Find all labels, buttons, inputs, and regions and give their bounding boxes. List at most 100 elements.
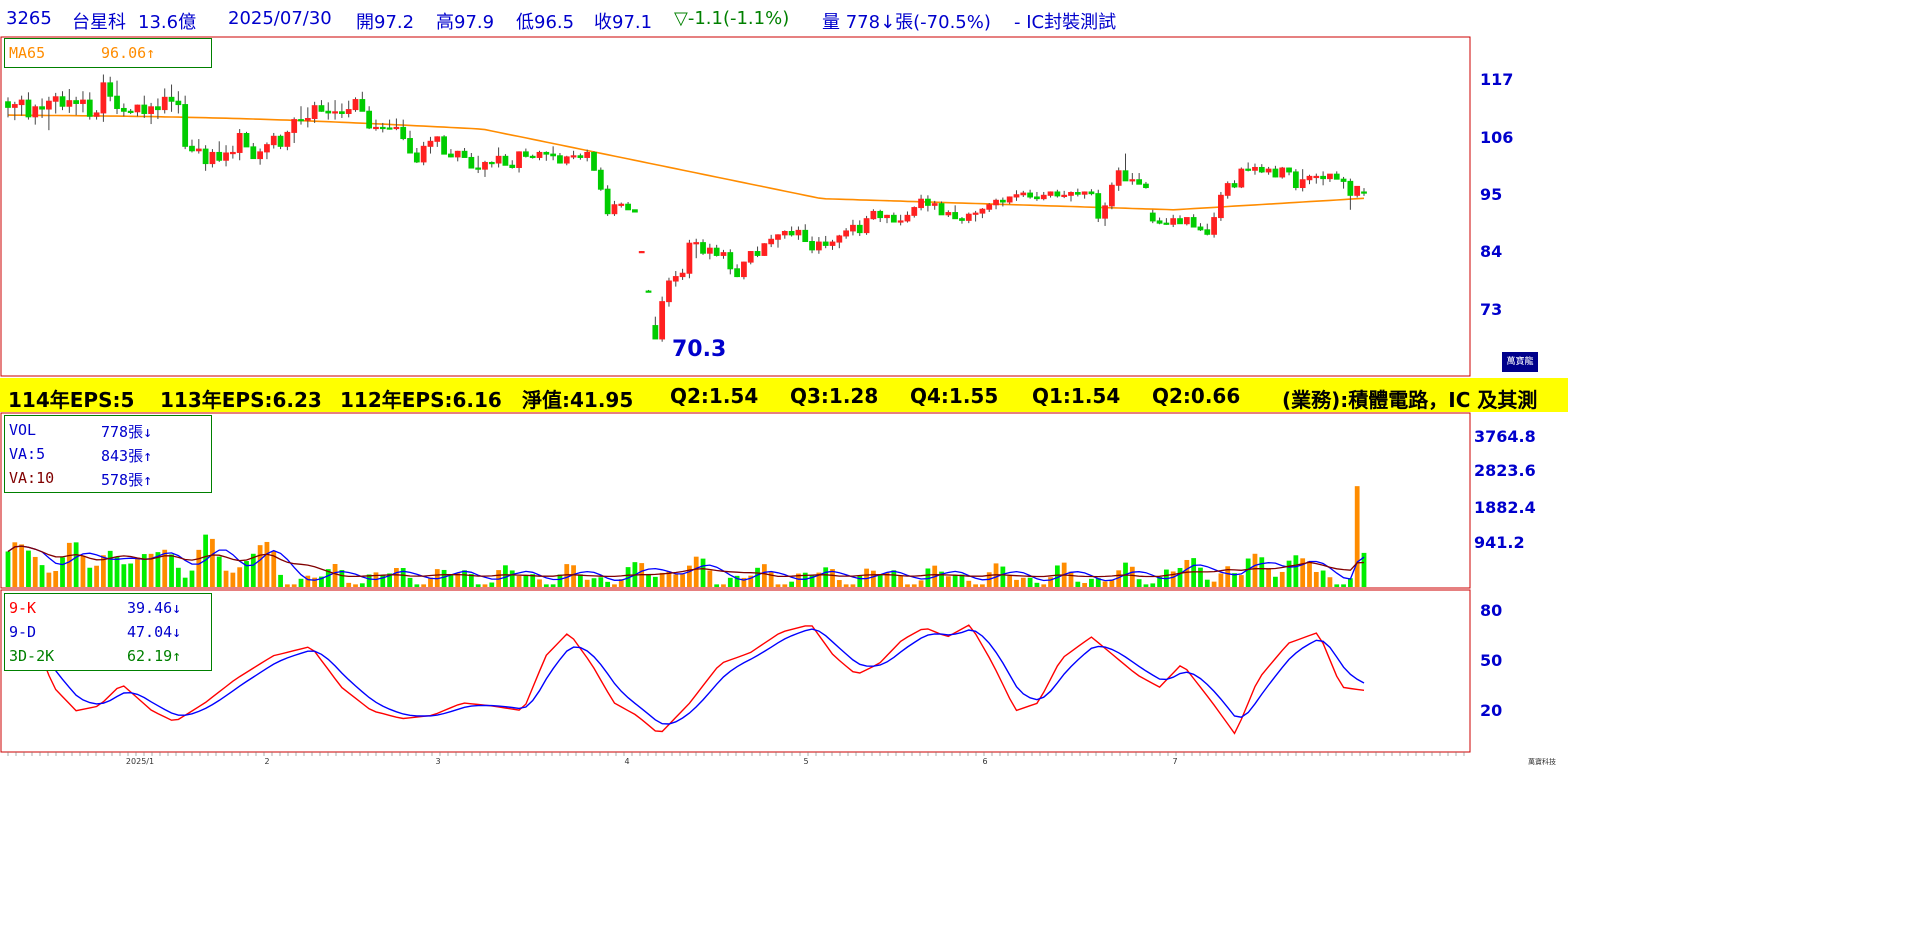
candle-body	[420, 145, 427, 163]
vol-tick-1882: 1882.4	[1474, 498, 1536, 517]
volume-bar	[1068, 571, 1074, 587]
candle-body	[475, 167, 482, 170]
candle-body	[1272, 168, 1279, 178]
volume-bar	[60, 557, 65, 587]
volume-bar	[509, 570, 515, 587]
volume-bar	[741, 577, 747, 587]
volume-bar	[482, 584, 488, 587]
volume-bar	[945, 576, 951, 587]
candle-body	[597, 169, 604, 190]
volume-bar	[591, 578, 597, 587]
candle-body	[986, 204, 993, 210]
candle-body	[1238, 168, 1245, 188]
candle-body	[945, 212, 952, 216]
volume-bar	[959, 574, 965, 587]
volume-bar	[346, 582, 352, 587]
volume-bar	[1054, 565, 1060, 587]
chart-stage: 3265 台星科 13.6億 2025/07/30 開97.2 高97.9 低9…	[0, 0, 1568, 766]
volume-bar	[1273, 576, 1278, 587]
volume-bar	[700, 558, 706, 587]
candle-body	[318, 105, 325, 112]
candle-body	[1115, 170, 1122, 186]
candle-body	[734, 268, 740, 278]
month-tick-label: 2	[264, 757, 269, 766]
candle-body	[1320, 175, 1327, 180]
volume-bar	[441, 569, 447, 587]
volume-bar	[537, 579, 542, 587]
volume-bar	[564, 564, 570, 587]
volume-bar	[148, 553, 154, 587]
header-bar: 3265 台星科 13.6億 2025/07/30 開97.2 高97.9 低9…	[0, 0, 1568, 36]
footer-credit: 萬寶科技	[1528, 758, 1556, 766]
month-tick-label: 2025/1	[126, 757, 154, 766]
volume-bar	[46, 572, 52, 587]
candle-body	[1149, 212, 1156, 222]
candle-body	[1108, 184, 1115, 207]
candle-body	[904, 214, 911, 222]
low-price: 低96.5	[516, 12, 575, 33]
volume-bar	[1048, 577, 1053, 587]
va5-line	[7, 545, 1365, 582]
candle-body	[1102, 205, 1108, 219]
candle-body	[1252, 166, 1258, 171]
candle-body	[80, 99, 86, 104]
volume-bar	[1129, 566, 1135, 587]
candle-body	[632, 209, 638, 213]
candle-body	[59, 96, 66, 107]
month-tick-label: 7	[1172, 757, 1177, 766]
candle-body	[461, 150, 468, 158]
volume-bar	[489, 582, 495, 587]
volume-bar	[394, 568, 399, 587]
candle-body	[223, 152, 229, 161]
candle-body	[543, 151, 550, 155]
candle-body	[1163, 222, 1170, 225]
candle-body	[325, 110, 332, 114]
volume-bar	[775, 584, 781, 587]
volume-bar	[646, 573, 651, 587]
volume-bar	[1279, 571, 1285, 587]
candle-body	[352, 99, 359, 111]
volume-bar	[257, 545, 263, 587]
volume-bar	[414, 584, 420, 587]
candle-body	[39, 106, 45, 110]
volume-bar	[891, 570, 897, 587]
candle-body	[741, 261, 747, 278]
eps-q1: Q1:1.54	[1032, 384, 1121, 408]
volume-bar	[428, 577, 433, 587]
stock-chart-svg: 2025/1 2 3 4 5 6 7	[0, 36, 1471, 766]
volume-bar	[216, 556, 222, 587]
price-tick-117: 117	[1480, 70, 1514, 89]
candle-body	[366, 110, 373, 129]
candle-body	[502, 155, 509, 166]
volume-bar	[1000, 566, 1006, 587]
volume-bar	[1259, 557, 1265, 587]
candle-body	[693, 242, 700, 245]
candle-body	[829, 241, 836, 246]
volume-bar	[39, 565, 45, 587]
volume-bar	[789, 581, 795, 587]
stock-name: 台星科	[72, 12, 126, 33]
candle-body	[856, 224, 863, 234]
candle-body	[727, 252, 734, 270]
candle-body	[1061, 194, 1068, 198]
ma-legend: MA65 96.06↑	[4, 38, 212, 68]
volume-bar	[830, 569, 835, 587]
candle-body	[127, 110, 134, 113]
volume-bar	[952, 574, 958, 587]
candle-body	[563, 156, 570, 164]
vol-label: VOL	[9, 421, 37, 439]
candle-body	[754, 251, 761, 256]
volume-bar	[605, 581, 611, 587]
volume-bar	[925, 568, 931, 587]
candle-body	[311, 105, 318, 119]
volume-bar	[584, 579, 590, 587]
volume-bar	[836, 580, 842, 587]
candle-body	[918, 198, 924, 209]
vol-tick-941: 941.2	[1474, 533, 1525, 552]
candle-body	[890, 214, 897, 223]
volume-bar	[550, 584, 556, 587]
volume-bar	[1020, 577, 1026, 587]
candle-body	[454, 150, 461, 158]
candle-body	[114, 95, 120, 109]
candle-body	[713, 247, 720, 256]
